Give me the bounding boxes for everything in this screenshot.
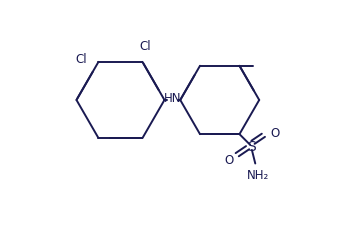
Text: S: S xyxy=(247,140,256,153)
Text: NH₂: NH₂ xyxy=(246,169,269,182)
Text: Cl: Cl xyxy=(76,53,87,66)
Text: O: O xyxy=(270,126,279,140)
Text: Cl: Cl xyxy=(139,40,151,53)
Text: HN: HN xyxy=(164,92,181,105)
Text: O: O xyxy=(224,154,234,167)
